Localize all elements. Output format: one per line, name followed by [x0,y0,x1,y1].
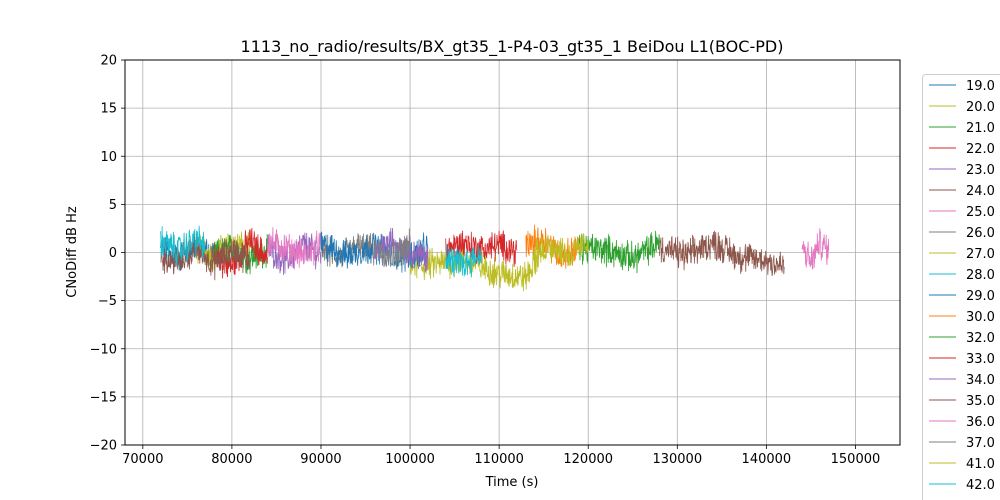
y-tick-label: 10 [100,150,117,165]
legend-label: 36.0 [966,415,995,430]
legend-label: 42.0 [966,478,995,493]
series-line-36-0 [801,228,830,270]
y-tick-label: −15 [90,390,117,405]
legend-label: 25.0 [966,205,995,220]
x-tick-label: 110000 [474,452,524,467]
legend-label: 35.0 [966,394,995,409]
legend-label: 20.0 [966,100,995,115]
legend-label: 24.0 [966,184,995,199]
series-line-42-0 [445,244,482,278]
x-tick-label: 70000 [122,452,163,467]
series-line-22-0 [213,227,268,279]
x-tick-label: 120000 [563,452,613,467]
y-tick-label: 20 [100,54,117,69]
y-tick-label: 5 [109,198,117,213]
legend-frame [922,74,1000,500]
series-layer [160,224,830,292]
legend-label: 33.0 [966,352,995,367]
series-line-32-0 [578,230,660,274]
legend-label: 29.0 [966,289,995,304]
y-tick-label: 15 [100,102,117,117]
series-line-35-0 [659,230,785,276]
series-line-33-0 [445,230,518,268]
legend-label: 37.0 [966,436,995,451]
y-axis-title: CNoDiff dB Hz [65,206,80,298]
x-tick-label: 150000 [831,452,881,467]
series-line-37-0 [374,228,411,269]
legend-label: 27.0 [966,247,995,262]
x-tick-label: 140000 [742,452,792,467]
y-tick-label: −5 [98,294,117,309]
legend-label: 26.0 [966,226,995,241]
x-tick-label: 100000 [385,452,435,467]
legend-label: 23.0 [966,163,995,178]
legend-label: 30.0 [966,310,995,325]
legend-label: 32.0 [966,331,995,346]
legend-label: 28.0 [966,268,995,283]
y-tick-label: −20 [90,439,117,454]
x-axis-title: Time (s) [485,475,539,490]
chart-title: 1113_no_radio/results/BX_gt35_1-P4-03_gt… [241,37,784,57]
legend: 19.0 20.0 21.0 22.0 23.0 24.0 25.0 26.0 27.0 28.0… [922,74,1000,500]
legend-label: 41.0 [966,457,995,472]
x-tick-label: 80000 [211,452,252,467]
legend-label: 19.0 [966,79,995,94]
legend-label: 34.0 [966,373,995,388]
series-line-41-0 [534,233,589,267]
x-tick-label: 130000 [652,452,702,467]
y-tick-label: −10 [90,342,117,357]
series-line-25-0 [267,227,322,270]
legend-label: 22.0 [966,142,995,157]
x-tick-label: 90000 [300,452,341,467]
axis-ticks: 70000 80000 90000 100000 110000 120000 130000 1… [90,54,881,468]
series-line-28-0 [160,225,206,265]
legend-label: 21.0 [966,121,995,136]
y-tick-label: 0 [109,246,117,261]
